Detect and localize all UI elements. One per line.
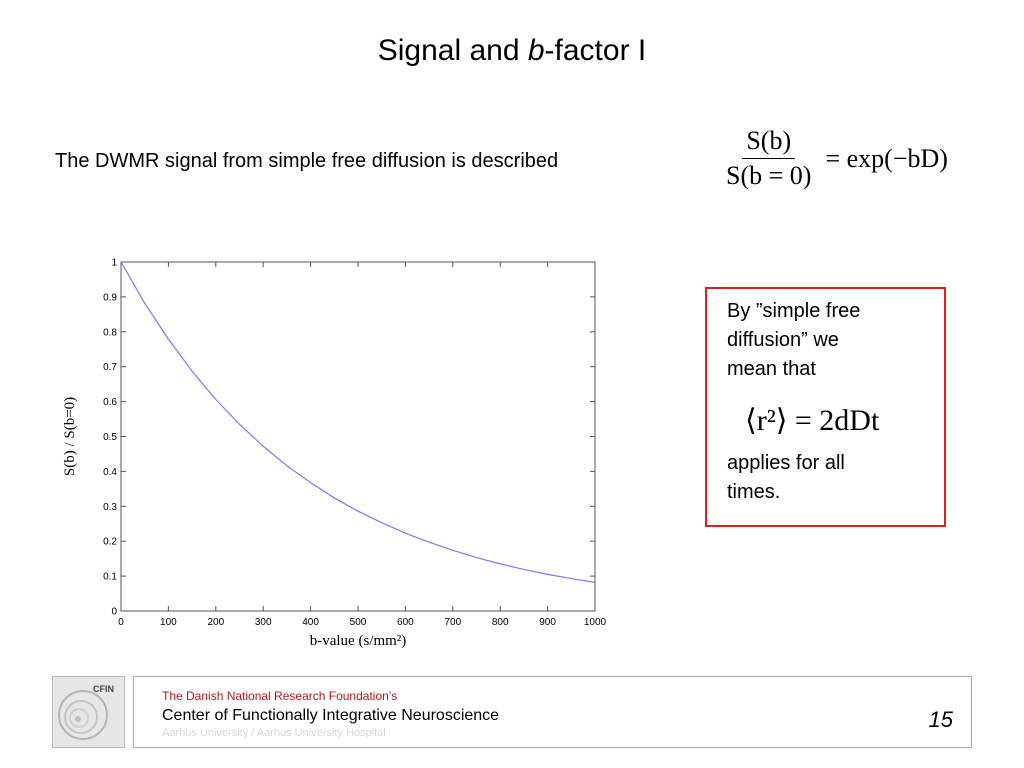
msd-equation: ⟨r²⟩ = 2dDt (745, 404, 880, 437)
y-axis-label: S(b) / S(b=0) (62, 397, 78, 476)
definition-line-3: mean that (727, 358, 816, 380)
x-tick-label: 1000 (584, 617, 607, 628)
x-tick-label: 700 (444, 617, 461, 628)
page-number: 15 (928, 707, 953, 732)
definition-line-5: times. (727, 481, 781, 503)
slide-title: Signal and b-factor I (0, 34, 1024, 68)
footer-info: The Danish National Research Foundation’… (133, 676, 972, 748)
definition-box: By ”simple free diffusion” we mean that … (705, 287, 946, 527)
x-tick-label: 500 (350, 617, 367, 628)
spiral-icon (58, 690, 108, 740)
logo-text: CFIN (93, 684, 114, 694)
chart-svg: 0 100 200 300 400 500 600 700 800 900 1000 0 0.1 0.2 0… (62, 258, 607, 650)
center-name: Center of Functionally Integrative Neuro… (162, 707, 500, 724)
equation-rhs: = exp(−bD) (825, 143, 948, 173)
y-tick-label: 0.2 (103, 537, 117, 548)
y-tick-label: 0.9 (103, 292, 117, 303)
x-tick-label: 600 (397, 617, 414, 628)
title-pre: Signal and (377, 34, 528, 67)
x-tick-label: 100 (160, 617, 177, 628)
title-post: -factor I (544, 34, 647, 67)
definition-text-bottom: applies for all times. (727, 449, 845, 507)
title-italic: b (527, 34, 545, 67)
equation-numerator: S(b) (742, 126, 796, 159)
definition-line-2: diffusion” we (727, 329, 839, 351)
equation-denominator: S(b = 0) (726, 161, 812, 190)
cfin-logo: CFIN (52, 676, 125, 748)
y-tick-label: 0.8 (103, 327, 117, 338)
university-line: Aarhus University / Aarhus University Ho… (162, 727, 386, 739)
x-tick-label: 0 (118, 617, 124, 628)
y-tick-label: 0.4 (103, 467, 117, 478)
equation-fraction: S(b) S(b = 0) (722, 126, 815, 191)
x-tick-label: 900 (539, 617, 556, 628)
intro-text: The DWMR signal from simple free diffusi… (55, 150, 559, 172)
y-tick-label: 0.3 (103, 502, 117, 513)
signal-decay-chart: 0 100 200 300 400 500 600 700 800 900 1000 0 0.1 0.2 0… (50, 250, 620, 650)
x-tick-label: 400 (302, 617, 319, 628)
y-tick-label: 0.1 (103, 572, 117, 583)
x-tick-label: 800 (492, 617, 509, 628)
definition-text-top: By ”simple free diffusion” we mean that (727, 297, 860, 384)
foundation-line: The Danish National Research Foundation’… (162, 689, 398, 703)
footer: CFIN The Danish National Research Founda… (52, 676, 972, 748)
y-tick-label: 0 (111, 607, 117, 618)
plot-frame (120, 261, 596, 612)
x-tick-label: 200 (207, 617, 224, 628)
x-axis-label: b-value (s/mm²) (310, 633, 407, 649)
definition-line-1: By ”simple free (727, 300, 861, 322)
signal-equation: S(b) S(b = 0) = exp(−bD) (722, 126, 948, 191)
series-line (120, 261, 596, 583)
definition-line-4: applies for all (727, 452, 845, 474)
y-tick-label: 0.6 (103, 397, 117, 408)
y-tick-label: 0.7 (103, 362, 117, 373)
x-tick-label: 300 (255, 617, 272, 628)
y-tick-label: 1 (111, 258, 117, 269)
y-tick-label: 0.5 (103, 432, 117, 443)
